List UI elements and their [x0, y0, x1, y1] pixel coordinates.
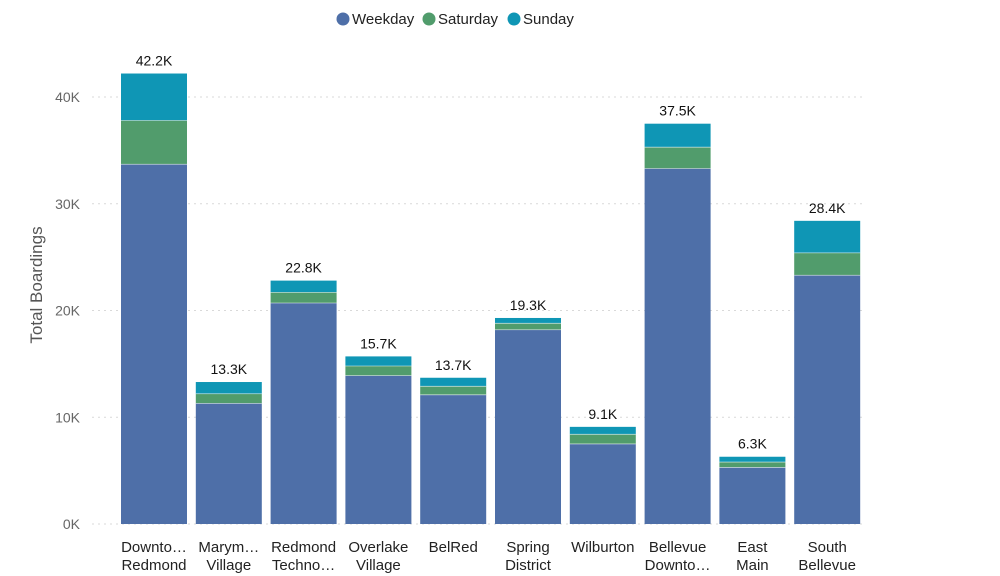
x-category-label: Bellevue — [798, 557, 856, 574]
bar-segment-saturday — [794, 252, 861, 276]
total-labels: 42.2K 13.3K 22.8K 15.7K 13.7K 19.3K 9.1K 37.5K 6… — [136, 53, 846, 452]
total-label: 13.3K — [211, 361, 248, 377]
bar-segment-sunday — [121, 73, 187, 121]
bar-segment-weekday — [569, 443, 636, 524]
x-category-label: East — [737, 539, 768, 556]
x-category-label: District — [505, 557, 552, 574]
total-label: 22.8K — [285, 260, 322, 276]
y-tick-label: 10K — [55, 409, 81, 425]
bar-segment-weekday — [195, 403, 262, 524]
bar-segment-saturday — [569, 434, 636, 444]
x-category-label: Techno… — [272, 557, 335, 574]
total-label: 15.7K — [360, 335, 397, 351]
y-tick-label: 40K — [55, 89, 81, 105]
bar-segment-saturday — [495, 323, 561, 330]
total-label: 6.3K — [738, 436, 767, 452]
bar-segment-saturday — [195, 393, 262, 404]
legend-marker-weekday — [336, 12, 350, 26]
x-category-label: Marym… — [198, 539, 259, 556]
bar-segment-sunday — [569, 426, 636, 435]
x-category-label: Downto… — [121, 539, 187, 556]
bar-segment-weekday — [345, 375, 412, 524]
x-category-label: Overlake — [348, 539, 408, 556]
legend-label-saturday: Saturday — [438, 11, 499, 28]
bar-segment-weekday — [121, 164, 187, 524]
total-label: 42.2K — [136, 53, 173, 69]
x-category-label: Redmond — [121, 557, 186, 574]
bar-segment-weekday — [420, 394, 487, 524]
bar-segment-sunday — [495, 317, 561, 324]
bar-segment-sunday — [719, 456, 786, 463]
total-label: 9.1K — [588, 406, 617, 422]
x-category-label: South — [808, 539, 847, 556]
y-axis-label: Total Boardings — [27, 226, 46, 343]
legend-marker-saturday — [422, 12, 436, 26]
bar-segment-saturday — [420, 386, 487, 395]
bar-segment-weekday — [794, 275, 861, 524]
bar-segment-sunday — [270, 280, 337, 293]
x-category-label: Main — [736, 557, 769, 574]
x-category-label: Bellevue — [649, 539, 707, 556]
bars — [121, 73, 861, 524]
x-axis-categories: Downto…RedmondMarym…VillageRedmondTechno… — [121, 539, 856, 574]
bar-segment-saturday — [121, 120, 187, 165]
bar-segment-saturday — [270, 292, 337, 304]
bar-segment-saturday — [345, 366, 412, 376]
bar-segment-sunday — [345, 356, 412, 367]
y-tick-label: 30K — [55, 196, 81, 212]
total-label: 19.3K — [510, 297, 547, 313]
bar-segment-weekday — [270, 303, 337, 524]
y-tick-label: 0K — [63, 516, 81, 532]
x-category-label: Village — [356, 557, 401, 574]
total-label: 13.7K — [435, 357, 472, 373]
bar-segment-sunday — [420, 377, 487, 387]
x-category-label: Redmond — [271, 539, 336, 556]
x-category-label: Downto… — [645, 557, 711, 574]
bar-segment-weekday — [495, 329, 561, 524]
x-category-label: Village — [206, 557, 251, 574]
y-axis-ticks: 0K 10K 20K 30K 40K — [55, 89, 81, 532]
bar-segment-weekday — [719, 467, 786, 524]
y-tick-label: 20K — [55, 303, 81, 319]
legend-label-sunday: Sunday — [523, 11, 574, 28]
legend-label-weekday: Weekday — [352, 11, 415, 28]
legend-marker-sunday — [507, 12, 521, 26]
bar-segment-saturday — [719, 462, 786, 468]
bar-segment-sunday — [195, 382, 262, 394]
bar-segment-weekday — [644, 168, 711, 524]
x-category-label: Spring — [506, 539, 549, 556]
legend: Weekday Saturday Sunday — [336, 11, 574, 28]
total-label: 37.5K — [659, 103, 696, 119]
x-category-label: BelRed — [429, 539, 478, 556]
total-label: 28.4K — [809, 200, 846, 216]
x-category-label: Wilburton — [571, 539, 634, 556]
bar-segment-sunday — [644, 123, 711, 148]
bar-segment-saturday — [644, 147, 711, 169]
bar-segment-sunday — [794, 220, 861, 253]
